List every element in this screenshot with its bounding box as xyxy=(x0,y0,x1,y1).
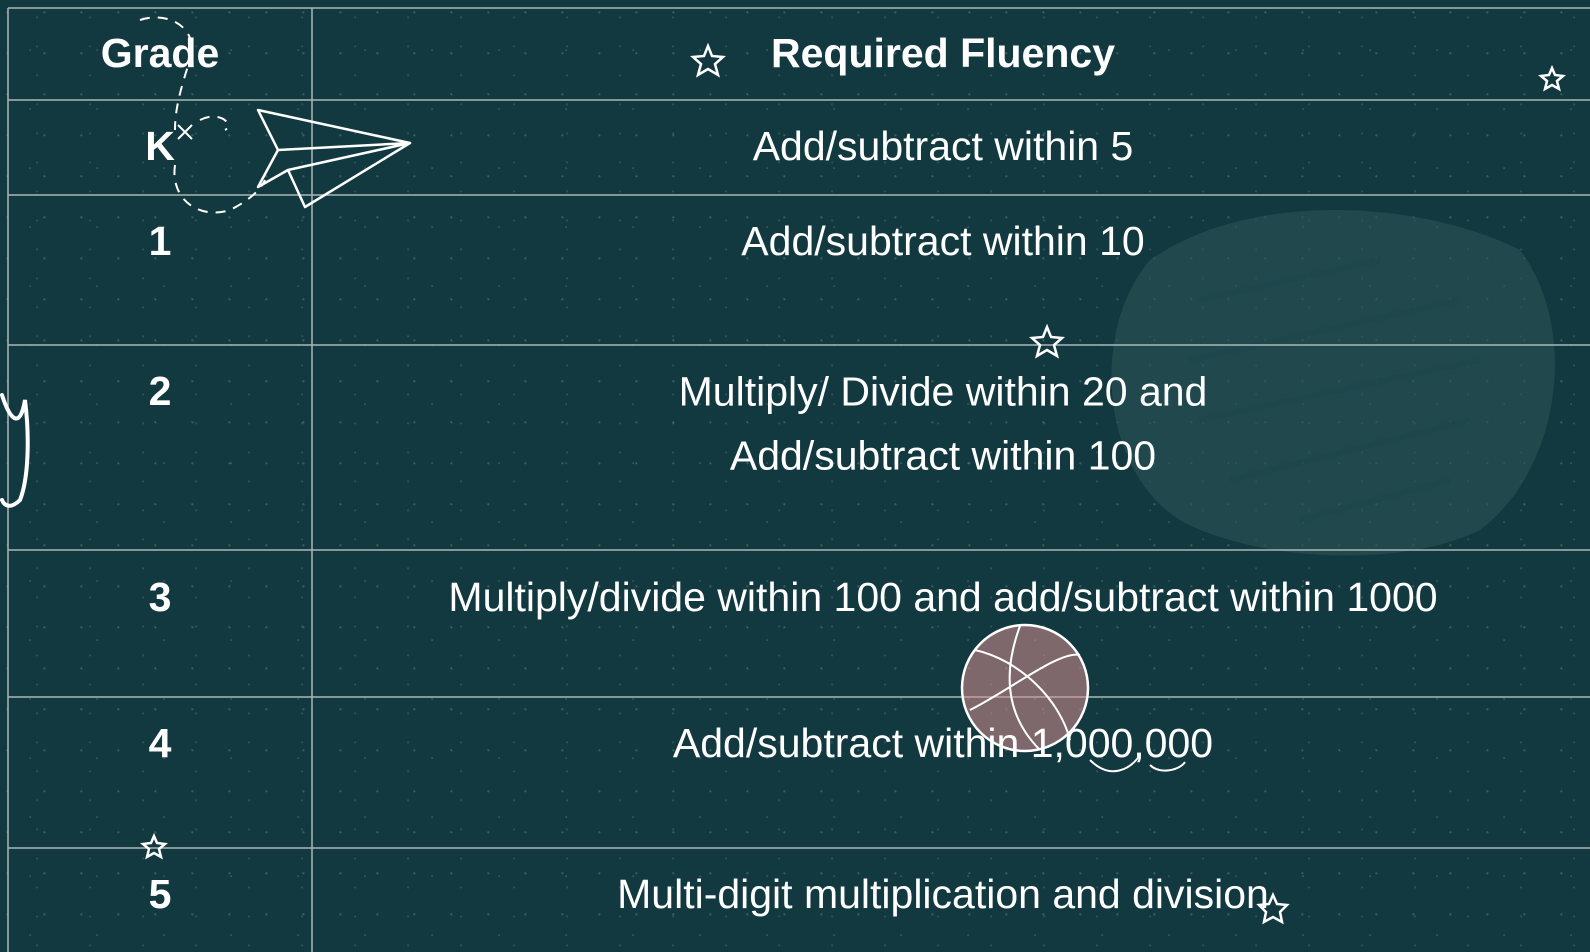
grade-cell: 2 xyxy=(148,368,172,415)
header-cell: Grade xyxy=(100,30,220,77)
header-cell: Required Fluency xyxy=(770,30,1116,77)
fluency-cell: Multiply/ Divide within 20 and Add/subtra… xyxy=(679,360,1208,487)
grade-cell: 5 xyxy=(148,871,172,918)
handwriting xyxy=(0,393,30,508)
fluency-cell: Multi-digit multiplication and division xyxy=(617,871,1269,918)
table-grid xyxy=(7,7,1590,952)
scribble-lines xyxy=(1189,257,1481,523)
text-line: Add/subtract within 100 xyxy=(729,432,1157,478)
dashed-path xyxy=(139,16,266,214)
fluency-cell: Add/subtract within 10 xyxy=(741,218,1145,265)
fluency-cell: Multiply/divide within 100 and add/subtr… xyxy=(448,574,1438,621)
x-mark xyxy=(177,124,193,140)
grade-cell: 1 xyxy=(148,218,172,265)
fluency-cell: Add/subtract within 5 xyxy=(752,123,1134,170)
ball xyxy=(960,623,1090,753)
grade-cell: 4 xyxy=(148,720,172,767)
text-line: Multiply/ Divide within 20 and xyxy=(678,368,1208,415)
paper-plane xyxy=(256,108,412,209)
grade-cell: 3 xyxy=(148,574,172,621)
fluency-cell: Add/subtract within 1,000,000 xyxy=(672,720,1214,767)
grade-cell: K xyxy=(145,123,175,170)
squiggle xyxy=(1089,754,1186,773)
stars xyxy=(139,42,1567,925)
